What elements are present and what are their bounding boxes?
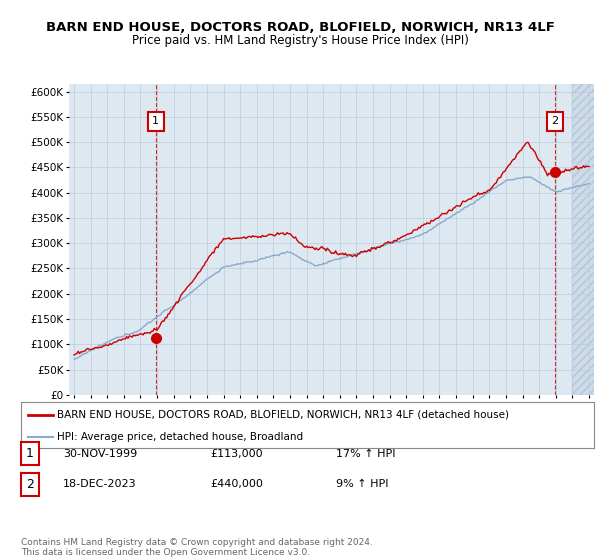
Text: 2: 2 (26, 478, 34, 491)
Text: 2: 2 (551, 116, 559, 127)
Bar (572, 84, 594, 395)
Text: Contains HM Land Registry data © Crown copyright and database right 2024.
This d: Contains HM Land Registry data © Crown c… (21, 538, 373, 557)
Text: BARN END HOUSE, DOCTORS ROAD, BLOFIELD, NORWICH, NR13 4LF (detached house): BARN END HOUSE, DOCTORS ROAD, BLOFIELD, … (56, 410, 509, 420)
Text: Price paid vs. HM Land Registry's House Price Index (HPI): Price paid vs. HM Land Registry's House … (131, 34, 469, 46)
Text: HPI: Average price, detached house, Broadland: HPI: Average price, detached house, Broa… (56, 432, 302, 441)
Text: £440,000: £440,000 (210, 479, 263, 489)
Text: 18-DEC-2023: 18-DEC-2023 (63, 479, 137, 489)
Text: £113,000: £113,000 (210, 449, 263, 459)
Text: 9% ↑ HPI: 9% ↑ HPI (336, 479, 389, 489)
Text: BARN END HOUSE, DOCTORS ROAD, BLOFIELD, NORWICH, NR13 4LF: BARN END HOUSE, DOCTORS ROAD, BLOFIELD, … (46, 21, 554, 34)
Text: 17% ↑ HPI: 17% ↑ HPI (336, 449, 395, 459)
Text: 1: 1 (26, 447, 34, 460)
Text: 30-NOV-1999: 30-NOV-1999 (63, 449, 137, 459)
Text: 1: 1 (152, 116, 159, 127)
